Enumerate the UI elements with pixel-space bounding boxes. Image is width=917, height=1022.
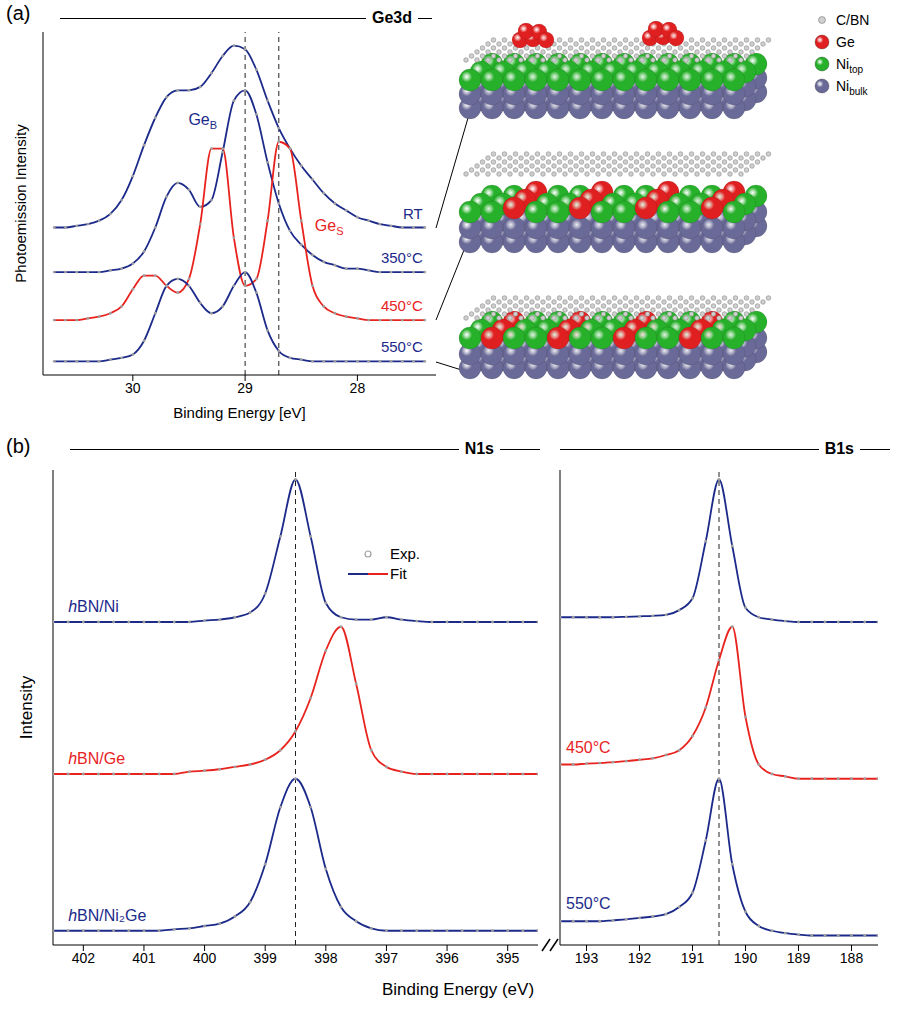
svg-text:193: 193 xyxy=(575,950,599,966)
svg-text:450°C: 450°C xyxy=(566,739,611,756)
svg-text:Photoemission Intensity: Photoemission Intensity xyxy=(12,124,29,283)
html-text:Ge3d: Ge3d xyxy=(372,9,412,26)
svg-text:192: 192 xyxy=(628,950,652,966)
svg-text:Ge: Ge xyxy=(836,34,855,50)
svg-text:395: 395 xyxy=(496,950,520,966)
svg-text:188: 188 xyxy=(840,950,864,966)
svg-text:191: 191 xyxy=(681,950,705,966)
svg-text:350°C: 350°C xyxy=(381,249,423,266)
svg-text:Intensity: Intensity xyxy=(17,675,36,739)
svg-text:Binding Energy [eV]: Binding Energy [eV] xyxy=(173,404,306,421)
svg-text:190: 190 xyxy=(734,950,758,966)
svg-text:401: 401 xyxy=(132,950,156,966)
svg-text:C/BN: C/BN xyxy=(836,12,869,28)
svg-text:Nibulk: Nibulk xyxy=(836,78,869,97)
svg-text:hBN/Ni: hBN/Ni xyxy=(68,598,119,615)
svg-text:398: 398 xyxy=(314,950,338,966)
html-text:Fit: Fit xyxy=(390,565,407,582)
svg-text:Nitop: Nitop xyxy=(836,56,864,75)
svg-text:29: 29 xyxy=(237,380,253,396)
html-text:(a): (a) xyxy=(6,2,31,24)
svg-text:400: 400 xyxy=(193,950,217,966)
svg-text:450°C: 450°C xyxy=(381,297,423,314)
svg-text:550°C: 550°C xyxy=(566,895,611,912)
svg-text:399: 399 xyxy=(254,950,278,966)
html-text:Exp.: Exp. xyxy=(390,545,420,562)
html-text:(b): (b) xyxy=(6,435,31,457)
svg-text:402: 402 xyxy=(72,950,96,966)
svg-text:550°C: 550°C xyxy=(381,338,423,355)
svg-text:hBN/Ge: hBN/Ge xyxy=(68,750,125,767)
html-text:Binding Energy (eV): Binding Energy (eV) xyxy=(381,980,535,999)
svg-text:397: 397 xyxy=(375,950,399,966)
svg-text:30: 30 xyxy=(125,380,141,396)
html-text:B1s: B1s xyxy=(824,440,854,457)
svg-text:hBN/Ni₂Ge: hBN/Ni₂Ge xyxy=(68,907,146,924)
html-text:N1s: N1s xyxy=(464,440,494,457)
svg-text:GeS: GeS xyxy=(315,217,344,237)
svg-text:RT: RT xyxy=(403,205,423,222)
svg-text:28: 28 xyxy=(350,380,366,396)
svg-text:189: 189 xyxy=(787,950,811,966)
svg-text:396: 396 xyxy=(435,950,459,966)
svg-text:GeB: GeB xyxy=(188,111,217,131)
